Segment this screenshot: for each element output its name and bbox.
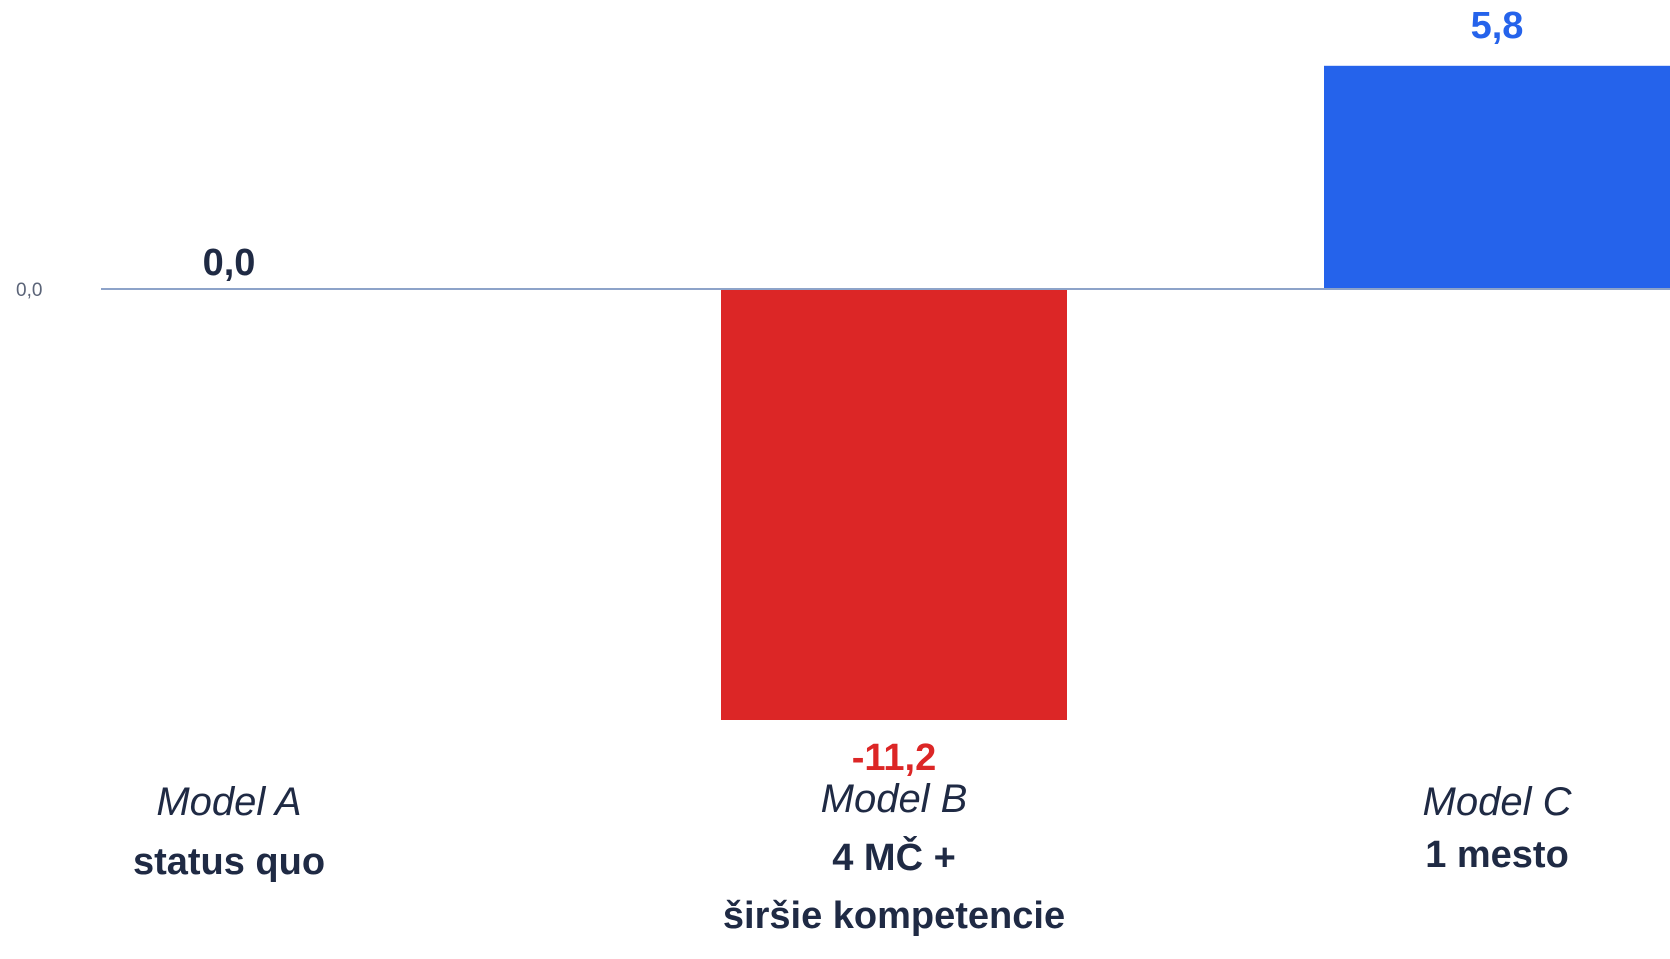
value-label: 0,0 xyxy=(203,242,256,284)
value-label: 5,8 xyxy=(1471,5,1524,47)
labels-layer: 0,0 -11,2 5,8 xyxy=(203,5,1524,779)
category-labels: Model A status quo Model B 4 MČ + širšie kom… xyxy=(133,777,1573,937)
bar-model-b xyxy=(721,289,1067,720)
y-tick-label: 0,0 xyxy=(16,280,42,301)
category-description: status quo xyxy=(133,841,325,883)
category-description: širšie kompetencie xyxy=(723,895,1065,937)
category-name: Model C xyxy=(1423,780,1573,824)
category-description: 4 MČ + xyxy=(832,834,956,879)
value-label: -11,2 xyxy=(852,737,937,779)
category-name: Model B xyxy=(821,777,968,821)
category-description: 1 mesto xyxy=(1425,834,1569,876)
category-name: Model A xyxy=(156,780,301,824)
bar-model-c xyxy=(1324,65,1670,289)
bars-layer xyxy=(721,65,1670,720)
